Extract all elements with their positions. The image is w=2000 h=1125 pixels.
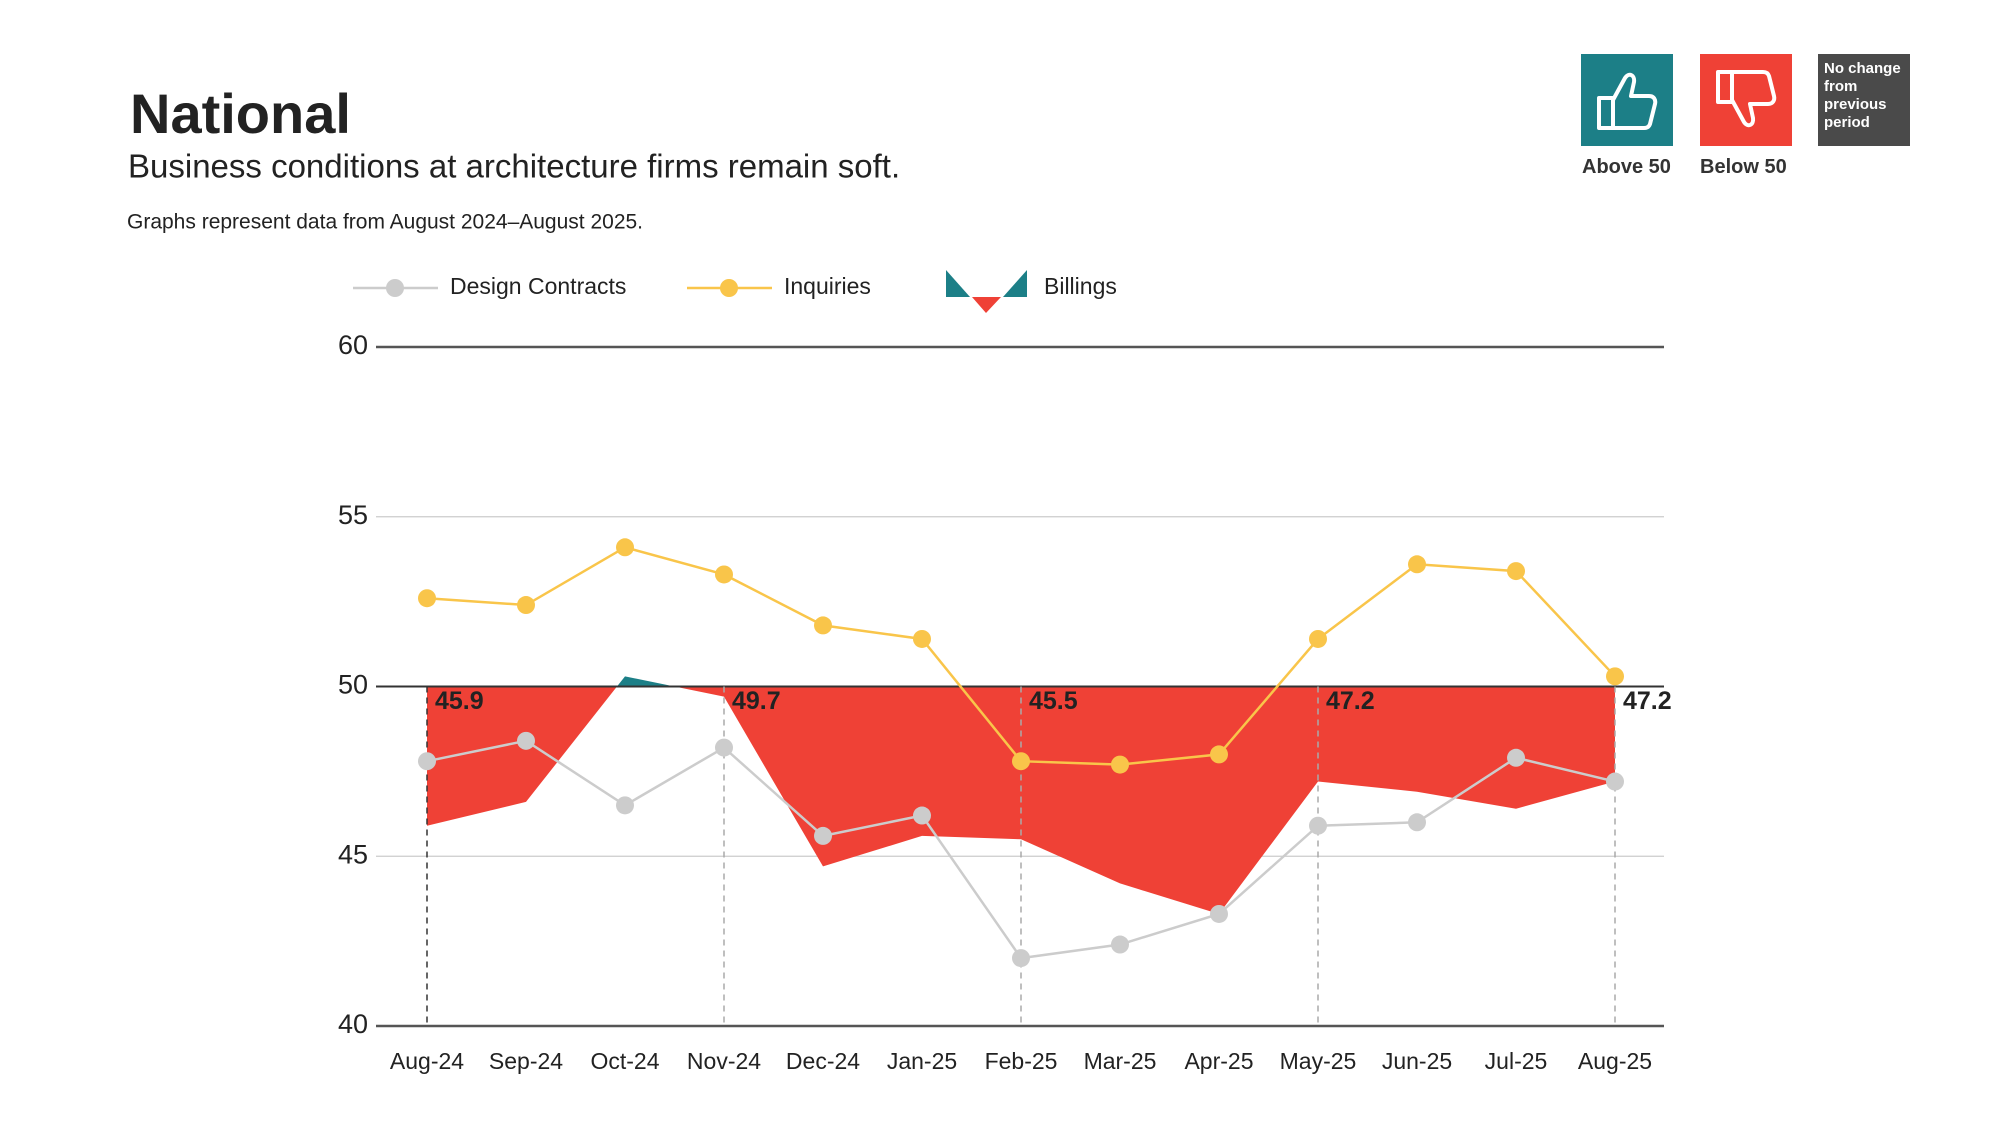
x-tick-label: Aug-24 [390,1048,464,1074]
thumbs-up-icon [1597,72,1658,130]
note: Graphs represent data from August 2024–A… [127,211,643,234]
x-tick-label: Jan-25 [887,1048,957,1074]
data-label: 45.9 [435,687,484,715]
x-tick-label: Dec-24 [786,1048,860,1074]
x-tick-label: May-25 [1280,1048,1357,1074]
x-tick-label: Jul-25 [1485,1048,1548,1074]
point [1507,748,1525,767]
data-label: 47.2 [1623,687,1672,715]
y-tick-label: 45 [338,839,368,869]
point [1111,755,1129,774]
point [814,616,832,635]
x-tick-label: Feb-25 [985,1048,1058,1074]
x-tick-label: Apr-25 [1184,1048,1253,1074]
point [1210,745,1228,764]
legend-icon [1003,270,1027,297]
point [715,565,733,584]
point [1606,772,1624,791]
x-tick-label: Aug-25 [1578,1048,1652,1074]
legend-label: Design Contracts [450,273,626,299]
point [1210,904,1228,923]
y-tick-label: 40 [338,1009,368,1039]
point [616,538,634,557]
x-tick-label: Mar-25 [1084,1048,1157,1074]
data-label: 47.2 [1326,687,1375,715]
point [1309,629,1327,648]
badge-label: Below 50 [1700,156,1787,178]
x-tick-label: Oct-24 [590,1048,659,1074]
thumbs-down-icon [1716,70,1777,128]
point [418,752,436,771]
chart-title: National [130,82,351,145]
above-badge [1581,54,1673,146]
badge-label: Above 50 [1582,156,1671,178]
legend-marker [720,279,738,297]
x-tick-label: Sep-24 [489,1048,563,1074]
point [1606,667,1624,686]
legend-label: Billings [1044,273,1117,299]
point [1012,752,1030,771]
point [517,731,535,750]
point [517,596,535,615]
legend-label: Inquiries [784,273,871,299]
legend-marker [386,279,404,297]
point [814,826,832,845]
point [1111,935,1129,954]
y-tick-label: 50 [338,670,368,700]
data-label: 45.5 [1029,687,1078,715]
point [715,738,733,757]
point [1408,555,1426,574]
legend-icon [972,297,1001,313]
point [913,629,931,648]
y-tick-label: 60 [338,330,368,360]
point [1408,813,1426,832]
legend-icon [946,270,970,297]
point [1012,949,1030,968]
point [1507,562,1525,581]
x-tick-label: Nov-24 [687,1048,761,1074]
point [913,806,931,825]
data-label: 49.7 [732,687,781,715]
chart-subtitle: Business conditions at architecture firm… [128,148,900,185]
no-change-badge: No change from previous period [1818,54,1910,146]
below-badge [1700,54,1792,146]
point [1309,816,1327,835]
y-tick-label: 55 [338,500,368,530]
point [616,796,634,815]
x-tick-label: Jun-25 [1382,1048,1452,1074]
point [418,589,436,608]
